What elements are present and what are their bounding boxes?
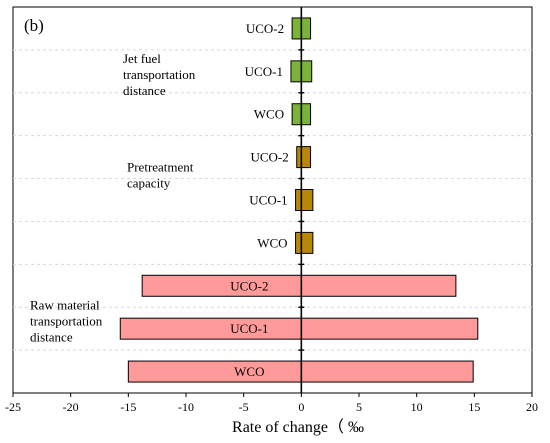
x-axis-label: Rate of change（ ‰ [232, 418, 364, 436]
group-label-line: Jet fuel [123, 51, 161, 66]
x-axis-ticks: -25 -20 -15 -10 -5 0 5 10 15 20 [5, 49, 538, 414]
category-label: UCO-2 [246, 21, 284, 36]
category-labels: UCO-2 UCO-1 WCO UCO-2 UCO-1 WCO UCO-2 UCO-1 WCO [230, 21, 289, 379]
x-tick-label: -5 [239, 400, 249, 414]
x-tick-label: -15 [120, 400, 136, 414]
category-label: UCO-2 [250, 150, 288, 165]
group-label-line: transportation [30, 313, 103, 328]
x-tick-label: -20 [63, 400, 79, 414]
grid-lines [13, 49, 532, 351]
group-label-line: distance [30, 329, 73, 344]
category-label: UCO-1 [249, 193, 287, 208]
group-labels: Jet fueltransportationdistancePretreatme… [30, 51, 196, 344]
group-label-line: Raw material [30, 297, 100, 312]
x-tick-label: 5 [356, 400, 362, 414]
x-tick-label: 10 [411, 400, 423, 414]
category-label: UCO-1 [230, 321, 268, 336]
x-tick-label: -25 [5, 400, 21, 414]
category-label: WCO [254, 107, 284, 122]
bar-uco-1 [295, 189, 314, 211]
x-tick-label: 15 [468, 400, 480, 414]
bar-uco-2 [141, 274, 457, 297]
bar-wco [295, 231, 314, 254]
x-tick-label: -10 [178, 400, 194, 414]
group-label-line: transportation [123, 67, 196, 82]
x-tick-label: 0 [298, 400, 304, 414]
group-label-line: Pretreatment [127, 160, 194, 175]
bar-uco-2 [296, 146, 312, 169]
category-label: UCO-1 [245, 64, 283, 79]
x-tick-label: 20 [526, 400, 538, 414]
group-label-line: capacity [127, 176, 171, 191]
group-label-line: distance [123, 83, 166, 98]
panel-label: (b) [24, 16, 44, 35]
bar-uco-1 [119, 317, 479, 340]
category-label: UCO-2 [230, 278, 268, 293]
plot-frame [12, 6, 533, 394]
category-label: WCO [234, 364, 264, 379]
category-label: WCO [257, 235, 287, 250]
